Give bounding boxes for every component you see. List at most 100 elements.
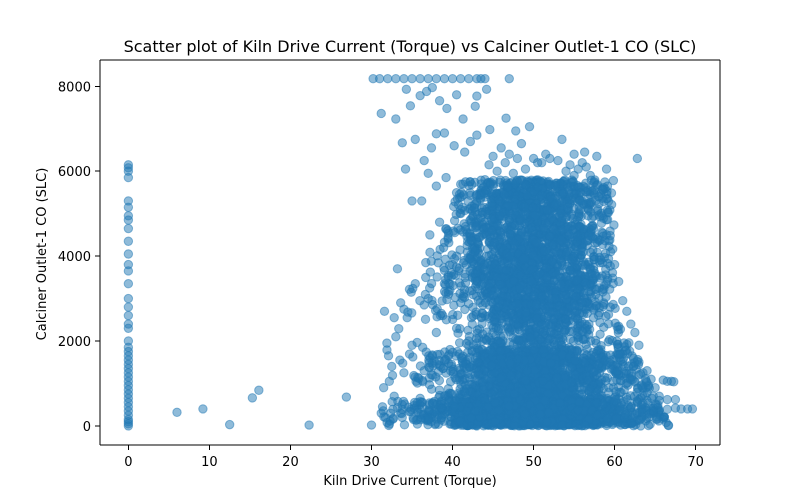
scatter-point bbox=[392, 264, 403, 274]
scatter-point bbox=[561, 166, 571, 176]
scatter-point bbox=[570, 355, 580, 366]
scatter-point bbox=[460, 387, 470, 397]
scatter-point bbox=[622, 306, 632, 316]
scatter-point bbox=[409, 403, 420, 414]
scatter-point bbox=[443, 384, 453, 394]
scatter-point bbox=[593, 344, 604, 355]
scatter-point bbox=[449, 401, 460, 412]
scatter-point bbox=[399, 368, 409, 378]
scatter-point bbox=[559, 328, 569, 338]
scatter-point bbox=[495, 346, 506, 357]
scatter-point bbox=[391, 332, 401, 342]
scatter-point bbox=[509, 389, 519, 399]
scatter-point bbox=[449, 141, 459, 151]
scatter-point bbox=[516, 138, 527, 149]
scatter-point bbox=[579, 147, 590, 157]
scatter-point bbox=[492, 166, 502, 176]
scatter-point bbox=[341, 392, 352, 402]
scatter-point bbox=[626, 319, 636, 329]
scatter-point bbox=[580, 420, 590, 431]
scatter-point bbox=[420, 289, 431, 300]
scatter-point bbox=[444, 260, 455, 270]
scatter-point bbox=[517, 386, 528, 396]
scatter-point bbox=[558, 363, 568, 373]
scatter-point bbox=[397, 399, 407, 410]
scatter-point bbox=[472, 351, 482, 362]
scatter-point bbox=[378, 383, 389, 393]
scatter-point bbox=[496, 143, 506, 153]
scatter-point bbox=[451, 90, 462, 100]
scatter-point bbox=[638, 382, 648, 392]
scatter-point bbox=[432, 312, 442, 322]
scatter-point bbox=[434, 96, 445, 106]
scatter-point bbox=[557, 420, 567, 430]
scatter-point bbox=[449, 300, 459, 311]
scatter-point bbox=[304, 420, 314, 430]
scatter-point bbox=[669, 377, 679, 387]
scatter-point bbox=[505, 370, 516, 381]
scatter-point bbox=[486, 360, 497, 371]
scatter-point bbox=[455, 73, 466, 84]
scatter-point bbox=[611, 414, 621, 424]
scatter-point bbox=[427, 295, 437, 306]
scatter-point bbox=[472, 91, 482, 101]
scatter-point bbox=[441, 172, 451, 183]
scatter-point bbox=[592, 410, 603, 420]
scatter-point bbox=[415, 73, 425, 84]
scatter-point bbox=[490, 331, 501, 341]
scatter-point bbox=[247, 393, 258, 403]
scatter-point bbox=[427, 350, 438, 360]
scatter-point bbox=[387, 361, 397, 372]
scatter-point bbox=[415, 90, 425, 101]
scatter-point bbox=[637, 407, 647, 418]
scatter-point bbox=[254, 385, 264, 395]
scatter-point bbox=[662, 394, 673, 405]
scatter-point bbox=[638, 398, 648, 409]
scatter-point bbox=[424, 413, 434, 424]
scatter-point bbox=[387, 370, 398, 381]
scatter-point bbox=[434, 217, 445, 227]
scatter-point bbox=[504, 400, 514, 411]
scatter-point bbox=[474, 366, 484, 376]
scatter-point bbox=[508, 168, 519, 179]
scatter-point bbox=[398, 358, 408, 368]
scatter-point bbox=[460, 374, 470, 384]
scatter-point bbox=[426, 143, 437, 153]
scatter-point bbox=[486, 214, 497, 224]
chart-title: Scatter plot of Kiln Drive Current (Torq… bbox=[124, 37, 697, 56]
scatter-point bbox=[407, 196, 417, 206]
scatter-point bbox=[419, 155, 429, 166]
scatter-point bbox=[407, 308, 417, 318]
scatter-point bbox=[427, 370, 438, 380]
scatter-point bbox=[432, 272, 442, 282]
scatter-point bbox=[414, 373, 424, 384]
scatter-point bbox=[484, 160, 494, 170]
scatter-point bbox=[439, 128, 450, 138]
scatter-point bbox=[569, 149, 579, 159]
scatter-point bbox=[555, 398, 565, 408]
scatter-point bbox=[408, 352, 418, 362]
scatter-point bbox=[500, 158, 510, 168]
scatter-point bbox=[400, 164, 411, 174]
scatter-point bbox=[542, 417, 552, 427]
scatter-point bbox=[427, 82, 437, 93]
scatter-point bbox=[387, 397, 397, 407]
scatter-point bbox=[463, 325, 473, 335]
scatter-point bbox=[504, 73, 514, 84]
scatter-point bbox=[439, 73, 450, 84]
scatter-point bbox=[415, 361, 426, 371]
scatter-point bbox=[602, 373, 613, 383]
scatter-point bbox=[123, 310, 134, 321]
scatter-point bbox=[480, 73, 490, 84]
scatter-point bbox=[493, 405, 504, 416]
scatter-point bbox=[460, 147, 470, 157]
scatter-point bbox=[625, 402, 636, 413]
scatter-point bbox=[442, 294, 452, 305]
scatter-point bbox=[670, 394, 681, 405]
scatter-point bbox=[687, 404, 698, 414]
scatter-point bbox=[465, 187, 475, 198]
scatter-point bbox=[600, 355, 610, 366]
scatter-point bbox=[451, 187, 462, 198]
scatter-point bbox=[554, 336, 565, 347]
scatter-point bbox=[505, 358, 515, 368]
